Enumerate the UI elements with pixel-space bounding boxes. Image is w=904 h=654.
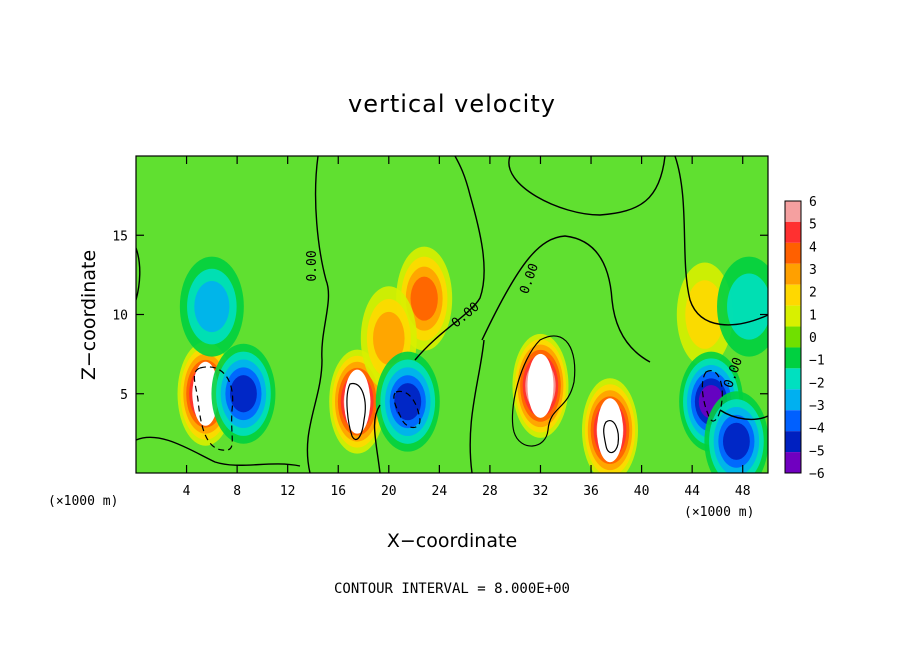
colorbar-label: 2 (809, 286, 817, 301)
colorbar-swatch (785, 221, 801, 243)
colorbar-swatch (785, 284, 801, 306)
colorbar-label: −5 (809, 444, 825, 459)
x-axis-label: X−coordinate (387, 530, 517, 552)
colorbar-label: 3 (809, 263, 817, 278)
updraft-level (685, 280, 725, 349)
downdraft-level (230, 375, 257, 413)
y-tick-label: 15 (112, 229, 128, 244)
zero-contour (373, 404, 381, 473)
x-tick-label: 16 (330, 484, 346, 499)
y-axis: 5 10 15 (112, 229, 768, 403)
downdraft-level (394, 383, 422, 421)
colorbar-swatch (785, 263, 801, 285)
contour-lines (136, 156, 768, 473)
colorbar-swatch (785, 242, 801, 264)
updraft-cell (329, 349, 386, 454)
x-tick-label: 40 (634, 484, 650, 499)
plot-area: 0.00 0.00 0.00 0.00 (135, 155, 769, 474)
colorbar-swatch (785, 410, 801, 432)
zero-contour (136, 436, 301, 467)
colorbar-frame (784, 200, 802, 474)
downdraft-cell (717, 256, 768, 357)
updraft-core (527, 353, 554, 418)
downdraft-level (722, 422, 750, 460)
downdraft-level (194, 281, 230, 333)
x-tick-label: 36 (583, 484, 599, 499)
colorbar-label: 0 (809, 331, 817, 346)
zero-contour (481, 235, 651, 363)
updraft-cell (582, 378, 638, 473)
colorbar-label: 1 (809, 308, 817, 323)
zero-contour (136, 247, 141, 301)
x-tick-label: 32 (533, 484, 549, 499)
colorbar-label: −1 (809, 354, 825, 369)
colorbar-swatch (785, 431, 801, 453)
colorbar-swatch (785, 326, 801, 348)
zero-contour (414, 156, 485, 361)
downdraft-cell (211, 343, 276, 444)
downdraft-cell (704, 391, 768, 473)
colorbar-label: −2 (809, 376, 825, 391)
updraft-core (597, 398, 623, 463)
x-tick-label: 44 (684, 484, 700, 499)
downdraft-cell (375, 351, 440, 452)
x-tick-label: 4 (183, 484, 191, 499)
y-axis-label: Z−coordinate (78, 250, 100, 380)
colorbar-swatch (785, 389, 801, 411)
x-tick-label: 28 (482, 484, 498, 499)
x-tick-label: 48 (735, 484, 751, 499)
colorbar-swatch (785, 452, 801, 473)
y-unit-label: (×1000 m) (48, 494, 118, 509)
zero-contour (306, 156, 330, 473)
x-tick-label: 20 (381, 484, 397, 499)
x-tick-label: 12 (280, 484, 296, 499)
dashed-contour (193, 366, 234, 451)
colorbar: 6 5 4 3 2 1 0 −1 −2 −3 −4 −5 −6 (784, 195, 825, 482)
colorbar-label: −6 (809, 467, 825, 482)
chart-title: vertical velocity (348, 90, 556, 118)
x-axis: 4 8 12 16 20 24 28 32 36 40 44 48 (183, 156, 751, 499)
positive-contour (511, 335, 576, 447)
colorbar-swatch (785, 347, 801, 369)
zero-contour (469, 339, 485, 473)
colorbar-label: −3 (809, 399, 825, 414)
y-tick-label: 10 (112, 309, 128, 324)
y-tick-label: 5 (120, 388, 128, 403)
updraft-cell (676, 262, 733, 367)
updraft-level (373, 311, 405, 365)
x-tick-label: 24 (432, 484, 448, 499)
positive-contour (346, 382, 366, 441)
colorbar-label: −4 (809, 422, 825, 437)
colorbar-label: 4 (809, 240, 817, 255)
downdraft-cell (179, 256, 244, 357)
updraft-level (410, 276, 438, 321)
dashed-contour (393, 390, 421, 429)
colorbar-label: 5 (809, 218, 817, 233)
contour-interval-note: CONTOUR INTERVAL = 8.000E+00 (334, 581, 570, 597)
zero-contour (674, 156, 768, 326)
colorbar-swatch (785, 368, 801, 390)
x-tick-label: 8 (233, 484, 241, 499)
zero-contour (719, 409, 768, 421)
colorbar-swatch (785, 305, 801, 327)
colorbar-swatch (785, 201, 801, 222)
downdraft-level (727, 273, 768, 340)
colorbar-label: 6 (809, 195, 817, 210)
x-unit-label: (×1000 m) (684, 505, 754, 520)
heatmap-field (177, 246, 768, 473)
updraft-core (344, 369, 371, 434)
updraft-cell (512, 333, 569, 438)
zero-contour (508, 156, 666, 216)
positive-contour (603, 420, 619, 454)
dashed-contour (701, 370, 723, 422)
contour-label: 0.00 (305, 250, 320, 281)
